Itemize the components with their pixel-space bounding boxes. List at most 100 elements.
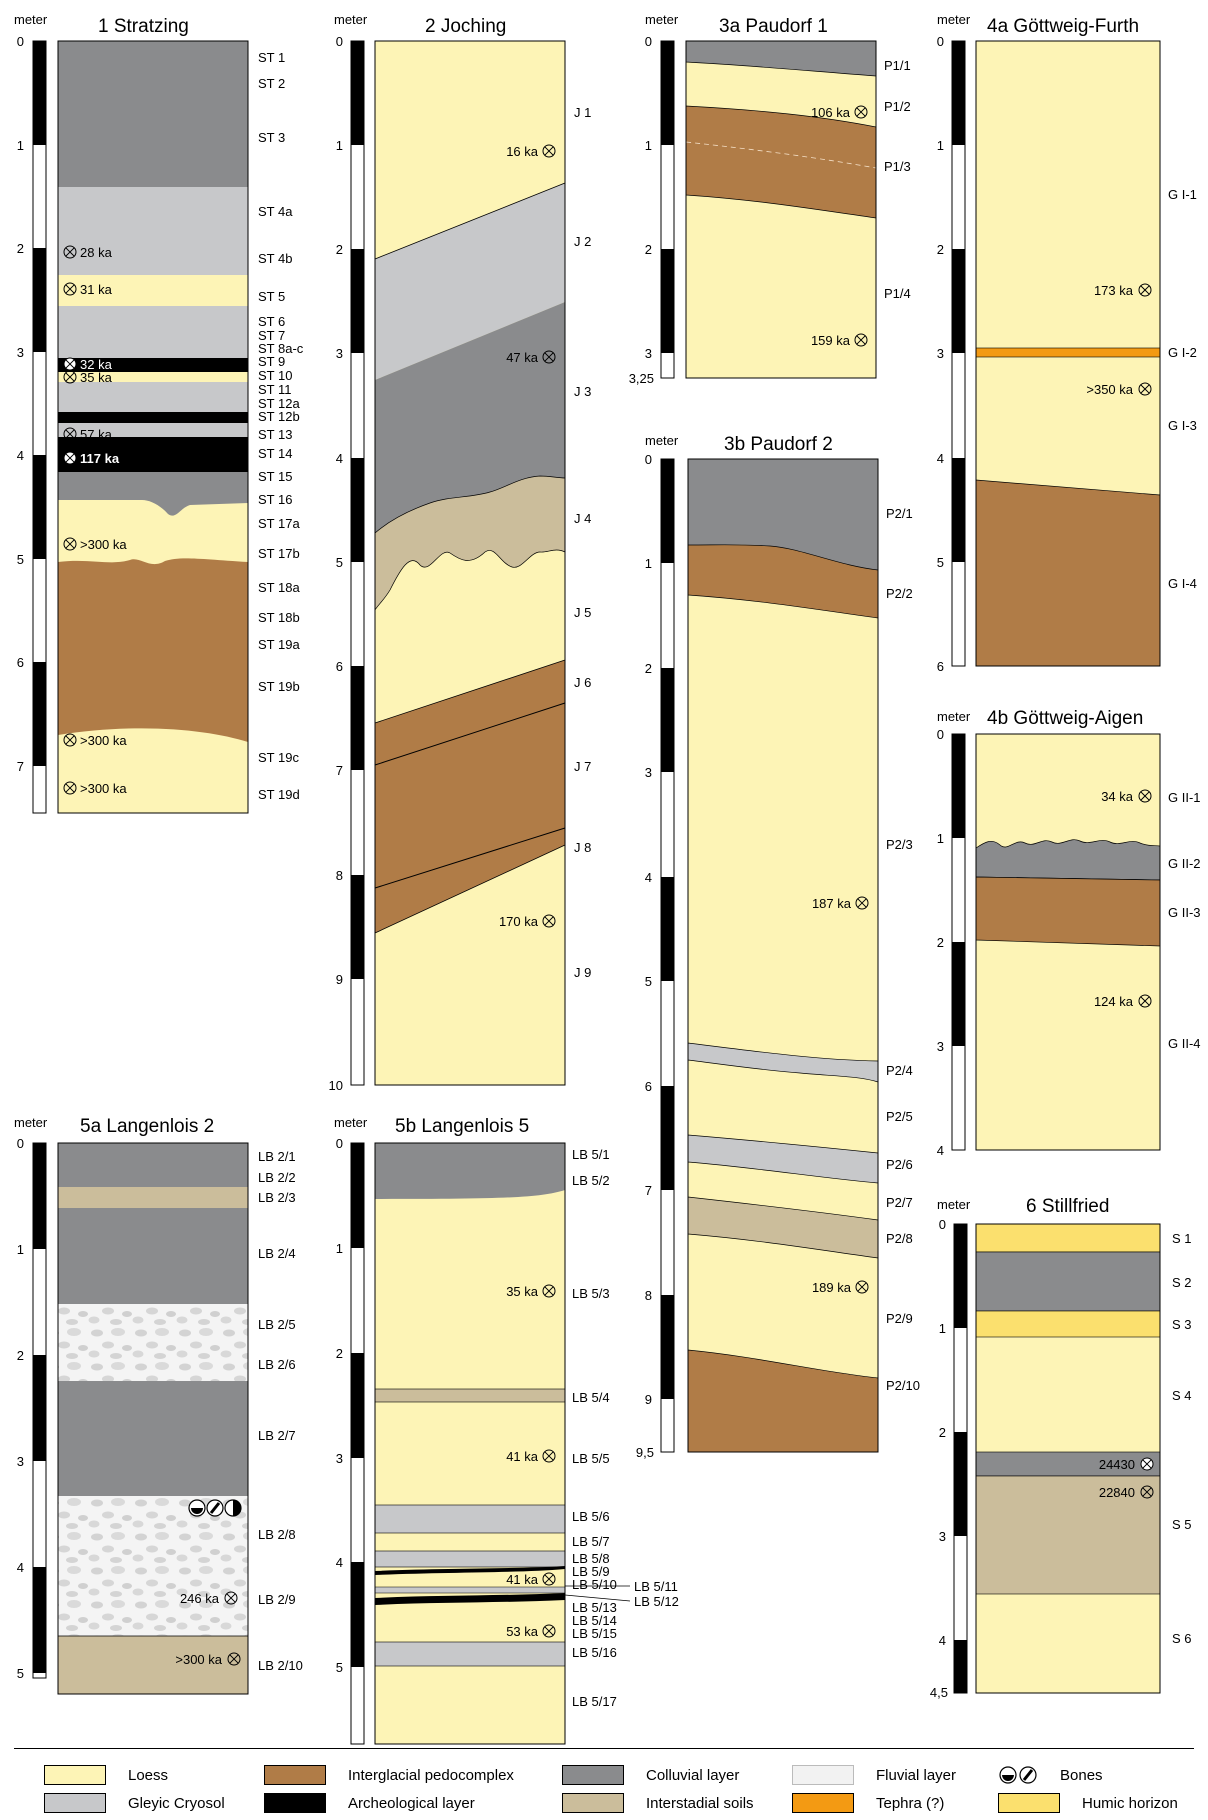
sample-marker-icon [542, 1449, 556, 1463]
legend-label: Bones [1060, 1766, 1103, 1784]
tick-label: 5 [17, 1666, 24, 1681]
age-dates: 24430 22840 [1099, 1457, 1154, 1500]
layer-label: G I-4 [1168, 576, 1197, 591]
age-date: 117 ka [80, 451, 120, 466]
layer-label: ST 7 [258, 328, 285, 343]
sample-marker-icon [63, 427, 77, 441]
depth-ticks: 0 1 2 3 4 5 6 7 [17, 34, 24, 774]
layer-label: P2/8 [886, 1231, 913, 1246]
layer-label: LB 5/9 [572, 1564, 610, 1579]
depth-ticks: 0 1 2 3 4 [937, 727, 944, 1158]
layer-label: ST 1 [258, 50, 285, 65]
profile-title: 2 Joching [425, 16, 506, 37]
tick-label: 1 [336, 138, 343, 153]
tick-label: 4 [336, 1555, 343, 1570]
depth-unit-label: meter [14, 12, 48, 27]
age-dates: 187 ka 189 ka [812, 896, 869, 1295]
layer-label: ST 19b [258, 679, 300, 694]
layer-label: LB 5/16 [572, 1645, 617, 1660]
tick-label: 8 [336, 868, 343, 883]
profile-title: 5b Langenlois 5 [395, 1116, 529, 1137]
layer-label: ST 5 [258, 289, 285, 304]
sample-marker-icon [542, 1284, 556, 1298]
tick-label: 1 [645, 556, 652, 571]
tick-label: 9 [336, 972, 343, 987]
layer-label: LB 5/7 [572, 1534, 610, 1549]
tick-label: 0 [17, 34, 24, 49]
age-date: 189 ka [812, 1280, 852, 1295]
tick-label: 6 [937, 659, 944, 674]
tick-label: 3 [937, 1039, 944, 1054]
sample-marker-icon [855, 896, 869, 910]
tick-label: 7 [645, 1183, 652, 1198]
tick-label: 9 [645, 1392, 652, 1407]
depth-unit-label: meter [937, 12, 971, 27]
strata-column [687, 458, 879, 1453]
age-date: 159 ka [811, 333, 851, 348]
tick-label: 4 [17, 448, 24, 463]
profile-title: 1 Stratzing [98, 16, 189, 37]
sample-marker-icon [224, 1591, 238, 1605]
strata-column [57, 40, 249, 814]
legend: Loess Gleyic Cryosol Interglacial pedoco… [14, 1748, 1194, 1819]
layer-label: G II-3 [1168, 905, 1201, 920]
layer-label: LB 5/5 [572, 1451, 610, 1466]
age-date: 31 ka [80, 282, 113, 297]
age-date: 22840 [1099, 1485, 1135, 1500]
depth-scale [350, 40, 365, 1086]
tick-label: 1 [17, 138, 24, 153]
layer-label: LB 5/17 [572, 1694, 617, 1709]
layer-label: LB 2/5 [258, 1317, 296, 1332]
sample-marker-icon [542, 1572, 556, 1586]
layer-label: ST 15 [258, 469, 292, 484]
layer-label: ST 17a [258, 516, 300, 531]
tick-label: 3 [17, 1454, 24, 1469]
layer-label: G II-4 [1168, 1036, 1201, 1051]
tick-label: 4 [645, 870, 652, 885]
legend-label: Archeological layer [348, 1794, 475, 1812]
tick-label: 2 [939, 1425, 946, 1440]
depth-ticks: 0 1 2 3 4 5 6 7 8 9 10 [329, 34, 343, 1093]
layer-label: ST 11 [258, 382, 291, 397]
age-dates: 34 ka 124 ka [1094, 789, 1152, 1009]
profile-langenlois-5: meter 5b Langenlois 5 0 1 2 3 4 5 [334, 1115, 679, 1745]
layer-label: J 4 [574, 511, 591, 526]
profile-goettweig-aigen: meter 4b Göttweig-Aigen 0 1 2 3 4 G II-1… [937, 708, 1201, 1158]
layer-label: ST 17b [258, 546, 300, 561]
legend-label: Loess [128, 1766, 169, 1784]
layer-label: S 4 [1172, 1388, 1192, 1403]
tick-label: 6 [645, 1079, 652, 1094]
tick-label: 5 [937, 555, 944, 570]
sample-marker-icon [63, 781, 77, 795]
sample-marker-icon [1140, 1485, 1154, 1499]
layer-label: J 3 [574, 384, 591, 399]
leader-lines [564, 1585, 631, 1602]
layer-label: P2/3 [886, 837, 913, 852]
tick-label: 3 [336, 1451, 343, 1466]
tick-label: 6 [17, 655, 24, 670]
age-date: 28 ka [80, 245, 113, 260]
layer-label: LB 2/4 [258, 1246, 296, 1261]
tick-label: 2 [937, 935, 944, 950]
layer-label: J 7 [574, 759, 591, 774]
layer-label: J 6 [574, 675, 591, 690]
legend-swatch [44, 1793, 106, 1813]
layer-label: LB 2/10 [258, 1658, 303, 1673]
layer-label: LB 5/14 [572, 1613, 617, 1628]
sample-marker-icon [63, 245, 77, 259]
layer-label: ST 16 [258, 492, 292, 507]
tick-label: 0 [939, 1217, 946, 1232]
depth-scale [32, 1142, 47, 1679]
age-dates: 16 ka 47 ka 170 ka [499, 144, 556, 929]
tick-label: 6 [336, 659, 343, 674]
tick-label: 1 [645, 138, 652, 153]
tick-label: 3 [336, 346, 343, 361]
legend-label: Interstadial soils [646, 1794, 754, 1812]
age-dates: 28 ka 31 ka 32 ka 35 ka 57 ka 117 ka >30… [63, 245, 127, 796]
tick-label: 7 [336, 763, 343, 778]
strata-column [57, 1142, 249, 1695]
tick-label: 5 [645, 974, 652, 989]
age-date: 106 ka [811, 105, 851, 120]
sample-marker-icon [542, 144, 556, 158]
layer-label: P2/10 [886, 1378, 920, 1393]
